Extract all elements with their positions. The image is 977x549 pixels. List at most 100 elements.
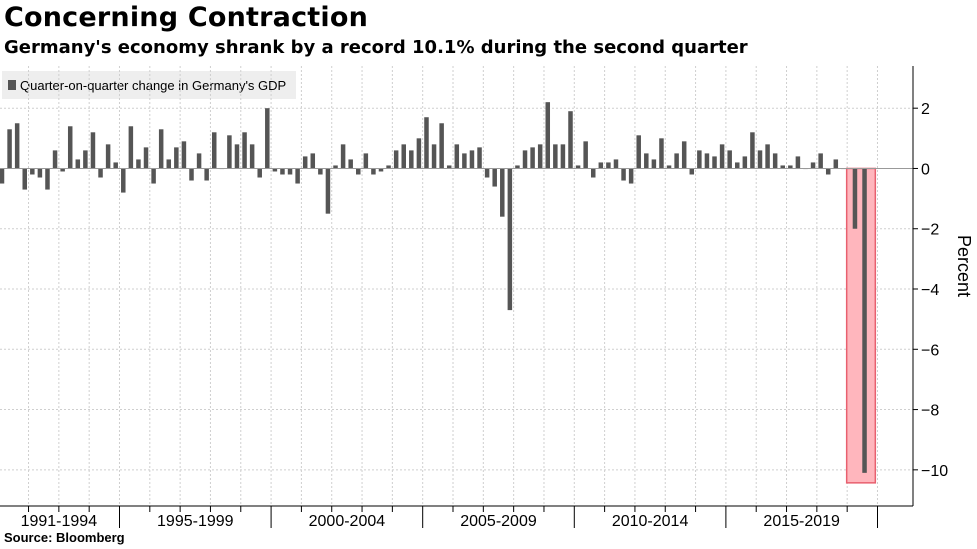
bar [98,168,103,178]
bar [371,168,376,175]
bar [852,168,858,229]
bar [287,168,293,175]
bar [318,168,323,175]
bar [378,168,384,172]
bar [272,168,278,172]
bars-layer [0,102,867,473]
bar [583,141,588,169]
y-tick-label: −2 [921,222,939,239]
bar [666,165,672,169]
bar [363,153,369,169]
bar [174,147,179,169]
bar [735,162,740,169]
bar [401,144,406,169]
x-tick-label: 2015-2019 [763,513,840,530]
bar [750,132,755,169]
bar [356,168,361,175]
bar [545,102,551,169]
y-axis-label: Percent [954,235,974,297]
bar [825,168,831,175]
bar [469,150,475,169]
bar [67,126,73,169]
bar [439,123,444,169]
bar [143,147,149,169]
bar [151,168,156,184]
bar [211,132,217,169]
x-tick-label: 1995-1999 [157,513,234,530]
bar [431,144,437,169]
bar [862,168,867,473]
highlight-box [845,167,877,484]
bar [409,150,414,169]
bar [295,168,300,184]
y-tick-label: 0 [921,161,930,178]
bar [507,168,513,311]
legend-swatch [8,80,16,90]
bar [598,162,604,169]
bar [189,168,194,181]
bar [621,168,626,181]
bar [128,126,134,169]
highlight-layer [845,167,877,484]
bar [83,150,88,169]
bar [424,117,429,169]
bar [765,144,770,169]
bar [22,168,27,190]
bar [14,123,20,169]
bar [704,153,710,169]
axis-layer: 2 0 −2 −4 −6 −8 −10 1991-1994 1995-1999 2000-2004… [0,66,948,530]
x-tick-label: 2010-2014 [612,513,689,530]
bar [242,132,247,169]
bar [833,159,839,169]
chart-source: Source: Bloomberg [4,530,125,545]
bar [196,153,202,169]
bar [613,159,619,169]
bar [644,153,649,169]
bar [393,150,399,169]
bar [659,138,664,169]
chart-subtitle: Germany's economy shrank by a record 10.… [4,37,748,58]
bar [265,108,270,169]
bar [121,168,126,193]
bar [795,156,801,169]
bar [386,165,391,169]
bar [30,168,35,175]
grid-layer [0,66,913,506]
bar [651,159,657,169]
bar [310,153,316,169]
y-tick-label: −10 [921,463,948,480]
bar [697,150,702,169]
bar [553,144,558,169]
bar [788,165,793,169]
bar [818,153,823,169]
bar [280,168,285,175]
bar [530,147,535,169]
bar [257,168,262,178]
bar [636,135,641,169]
bar [537,144,543,169]
bar [606,162,611,169]
bar [477,147,482,169]
bar [628,168,634,184]
bar [462,153,467,169]
bar [575,165,581,169]
bar [0,168,5,184]
bar [113,162,118,169]
bar [568,111,573,169]
bar [204,168,209,181]
bar [560,144,566,169]
bar [227,135,232,169]
chart-title: Concerning Contraction [4,2,369,33]
bar [60,168,65,172]
bar [719,144,725,169]
bar [333,165,338,169]
bar [90,132,96,169]
bar [348,159,353,169]
bar [37,168,43,178]
bar [454,144,460,169]
bar [45,168,50,190]
bar [590,168,596,178]
bar [302,156,308,169]
bar [742,156,748,169]
